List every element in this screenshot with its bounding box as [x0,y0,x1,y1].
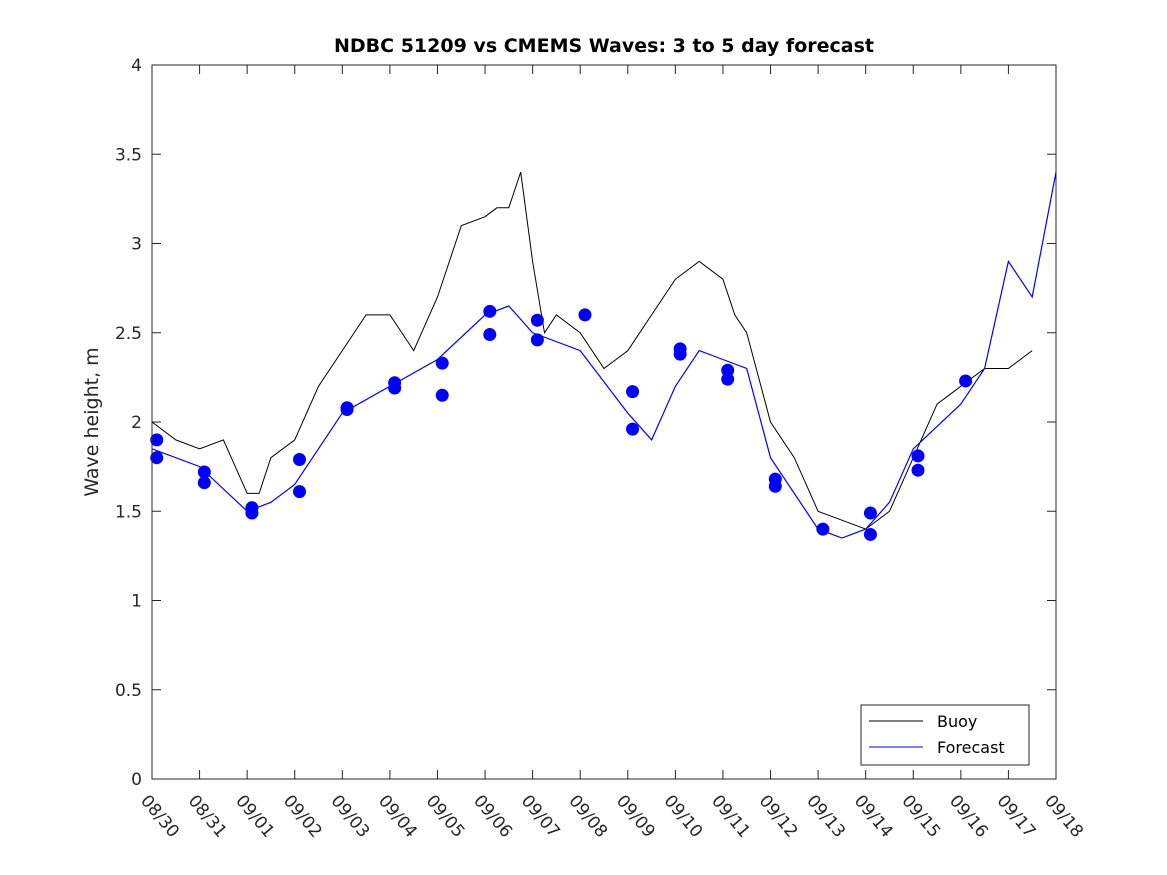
y-tick-label: 1 [131,592,142,612]
forecast-marker [483,304,497,318]
y-tick-label: 0 [131,770,142,790]
forecast-marker [245,506,259,520]
legend-box [860,704,1030,766]
forecast-marker [863,506,877,520]
y-tick-label: 3 [131,235,142,255]
forecast-marker [150,451,164,465]
y-tick-label: 2.5 [115,324,142,344]
forecast-marker [197,476,211,490]
y-tick-label: 1.5 [115,502,142,522]
forecast-marker [721,363,735,377]
forecast-marker [388,381,402,395]
y-tick-label: 2 [131,413,142,433]
forecast-marker [911,463,925,477]
y-axis-label: Wave height, m [81,347,103,496]
forecast-marker [435,388,449,402]
forecast-marker [150,433,164,447]
plot-area [152,65,1056,779]
y-tick-label: 0.5 [115,681,142,701]
legend-label-buoy: Buoy [937,712,977,731]
forecast-marker [911,449,925,463]
forecast-series-line [151,171,1057,539]
forecast-marker [197,465,211,479]
forecast-marker [578,308,592,322]
forecast-marker [673,347,687,361]
forecast-marker [292,485,306,499]
marker-layer [150,304,973,541]
forecast-marker [721,372,735,386]
forecast-marker [435,356,449,370]
legend-label-forecast: Forecast [937,738,1005,757]
forecast-marker [483,328,497,342]
forecast-marker [340,403,354,417]
forecast-marker [626,385,640,399]
forecast-marker [816,522,830,536]
forecast-marker [863,527,877,541]
forecast-marker [626,422,640,436]
chart-title: NDBC 51209 vs CMEMS Waves: 3 to 5 day fo… [334,35,874,57]
forecast-marker [768,479,782,493]
legend: Buoy Forecast [860,704,1030,766]
series-layer [151,171,1057,539]
y-tick-label: 3.5 [115,145,142,165]
forecast-marker [530,313,544,327]
forecast-marker [959,374,973,388]
forecast-marker [530,333,544,347]
y-tick-label: 4 [131,56,142,76]
forecast-marker [292,452,306,466]
